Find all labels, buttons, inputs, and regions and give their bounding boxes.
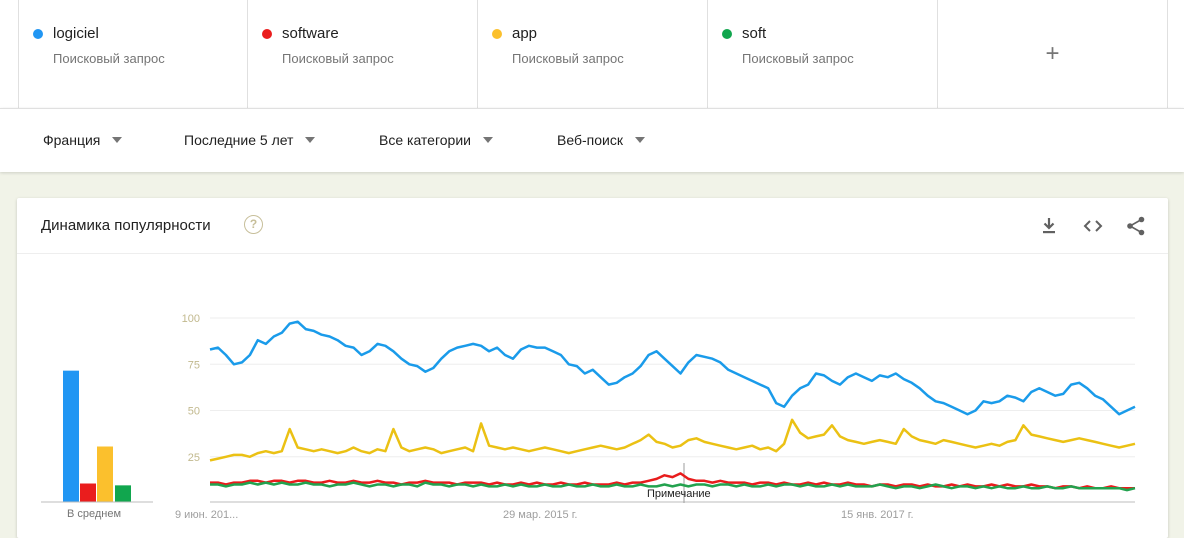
average-bars — [63, 370, 131, 503]
help-icon[interactable]: ? — [244, 215, 263, 234]
series-lines — [209, 320, 1136, 492]
card-divider — [17, 253, 1168, 254]
category-dropdown[interactable]: Все категории — [379, 132, 493, 148]
term-software[interactable]: software Поисковый запрос — [248, 0, 478, 108]
share-icon[interactable] — [1125, 215, 1147, 237]
filters-bar: Франция Последние 5 лет Все категории Ве… — [0, 108, 1184, 172]
term-type: Поисковый запрос — [282, 51, 394, 66]
y-tick-labels: 100 75 50 25 — [182, 313, 200, 464]
trend-chart: 100 75 50 25 9 июн. 201... 29 мар. 2015 г. 15… — [41, 313, 1136, 521]
term-name: soft — [742, 25, 767, 42]
y-tick-label: 100 — [182, 313, 200, 325]
term-type: Поисковый запрос — [512, 51, 624, 66]
download-icon[interactable] — [1038, 215, 1060, 237]
series-line-3[interactable] — [210, 481, 1136, 492]
average-label: В среднем — [67, 508, 122, 520]
term-color-dot — [492, 29, 502, 39]
y-tick-label: 25 — [188, 452, 200, 464]
average-bar-soft[interactable] — [115, 485, 131, 502]
period-dropdown[interactable]: Последние 5 лет — [184, 132, 316, 148]
term-name: app — [512, 25, 538, 42]
term-color-dot — [722, 29, 732, 39]
term-app[interactable]: app Поисковый запрос — [478, 0, 708, 108]
series-line-1[interactable] — [209, 418, 1136, 462]
caret-down-icon — [112, 137, 123, 143]
x-tick-labels: 9 июн. 201... 29 мар. 2015 г. 15 янв. 2017… — [175, 509, 914, 521]
caret-down-icon — [482, 137, 493, 143]
interest-over-time-card: Динамика популярности ? 100 75 50 25 9 июн.… — [17, 198, 1168, 538]
term-logiciel[interactable]: logiciel Поисковый запрос — [18, 0, 248, 108]
x-tick-label: 9 июн. 201... — [175, 509, 238, 521]
term-type: Поисковый запрос — [742, 51, 854, 66]
average-bar-logiciel[interactable] — [63, 370, 79, 502]
y-tick-label: 75 — [188, 359, 200, 371]
category-label: Все категории — [379, 132, 471, 148]
term-color-dot — [262, 29, 272, 39]
add-term-button[interactable]: + — [938, 0, 1168, 108]
caret-down-icon — [305, 137, 316, 143]
x-tick-label: 29 мар. 2015 г. — [503, 509, 577, 521]
term-name: software — [282, 25, 339, 42]
period-label: Последние 5 лет — [184, 132, 294, 148]
search-type-dropdown[interactable]: Веб-поиск — [557, 132, 645, 148]
y-tick-label: 50 — [188, 406, 200, 418]
annotation-label[interactable]: Примечание — [647, 488, 711, 500]
search-type-label: Веб-поиск — [557, 132, 623, 148]
region-label: Франция — [43, 132, 101, 148]
average-bar-app[interactable] — [97, 446, 113, 503]
caret-down-icon — [634, 137, 645, 143]
region-dropdown[interactable]: Франция — [43, 132, 123, 148]
term-type: Поисковый запрос — [53, 51, 165, 66]
x-tick-label: 15 янв. 2017 г. — [841, 509, 914, 521]
gridlines — [210, 317, 1135, 458]
term-color-dot — [33, 29, 43, 39]
average-bar-software[interactable] — [80, 483, 96, 503]
term-soft[interactable]: soft Поисковый запрос — [708, 0, 938, 108]
embed-code-icon[interactable] — [1082, 215, 1104, 237]
search-terms-bar: logiciel Поисковый запрос software Поиск… — [0, 0, 1184, 108]
series-line-0[interactable] — [209, 320, 1136, 416]
term-name: logiciel — [53, 25, 99, 42]
card-title: Динамика популярности — [41, 217, 211, 234]
